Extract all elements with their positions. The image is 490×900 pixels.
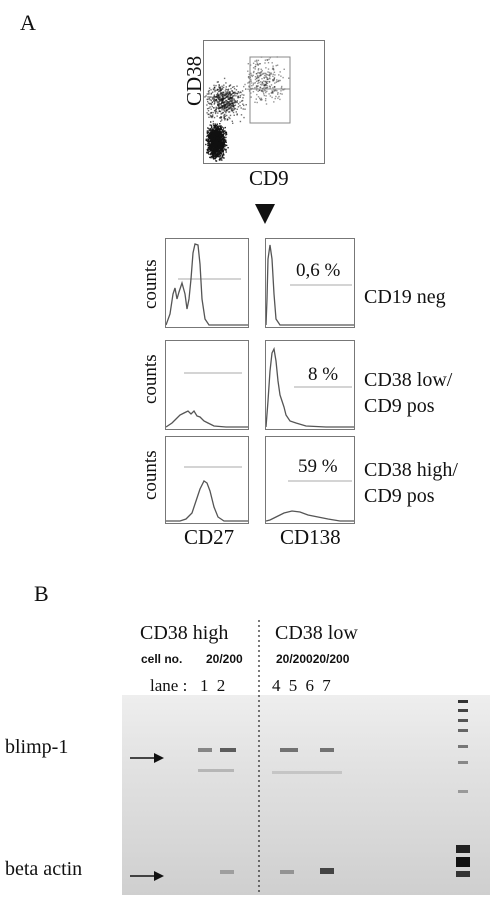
- population-row2-line1: CD38 low/: [364, 369, 453, 391]
- counts-label-row2: counts: [140, 354, 161, 404]
- lanes-high: 1 2: [200, 676, 226, 695]
- hist-cd27-row2: [165, 340, 249, 430]
- group-separator: [258, 620, 260, 895]
- hist-cd27-row1: [165, 238, 249, 328]
- cell-no-high: 20/200: [206, 652, 243, 666]
- population-row1-line1: CD19 neg: [364, 286, 446, 308]
- col-label-cd138: CD138: [280, 525, 341, 549]
- hist-cd27-row3: [165, 436, 249, 524]
- counts-label-row3: counts: [140, 450, 161, 500]
- dot-plot: [203, 40, 325, 164]
- dotplot-x-label: CD9: [249, 166, 289, 190]
- down-arrow-icon: [255, 204, 275, 224]
- lanes-low: 4 5 6 7: [272, 676, 331, 695]
- group-cd38-high: CD38 high: [140, 622, 229, 644]
- percent-row2: 8 %: [308, 364, 339, 385]
- col-label-cd27: CD27: [184, 525, 235, 549]
- arrow-right-icon: [130, 871, 164, 881]
- dotplot-y-label: CD38: [182, 55, 206, 106]
- counts-label-row1: counts: [140, 259, 161, 309]
- percent-row3: 59 %: [298, 456, 338, 477]
- band-label-blimp1: blimp-1: [5, 736, 69, 758]
- lane-label: lane :: [150, 676, 188, 695]
- population-row3-line1: CD38 high/: [364, 459, 458, 481]
- band-label-beta-actin: beta actin: [5, 858, 83, 880]
- gel-image: [122, 695, 490, 895]
- hist-cd138-row1: 0,6 %: [265, 238, 355, 328]
- gate-cd38-low: [249, 88, 291, 124]
- panel-a-label: A: [20, 10, 36, 35]
- dot-plot-canvas: [204, 56, 291, 162]
- panel-b-label: B: [34, 581, 49, 606]
- population-row2-line2: CD9 pos: [364, 395, 435, 417]
- hist-cd138-row2: 8 %: [265, 340, 355, 430]
- group-cd38-low: CD38 low: [275, 622, 358, 644]
- cell-no-low: 20/20020/200: [276, 652, 350, 666]
- cell-no-label: cell no.: [141, 652, 183, 666]
- arrow-right-icon: [130, 753, 164, 763]
- gel-bands: [198, 700, 470, 877]
- percent-row1: 0,6 %: [296, 260, 341, 281]
- population-row3-line2: CD9 pos: [364, 485, 435, 507]
- hist-cd138-row3: 59 %: [265, 436, 355, 524]
